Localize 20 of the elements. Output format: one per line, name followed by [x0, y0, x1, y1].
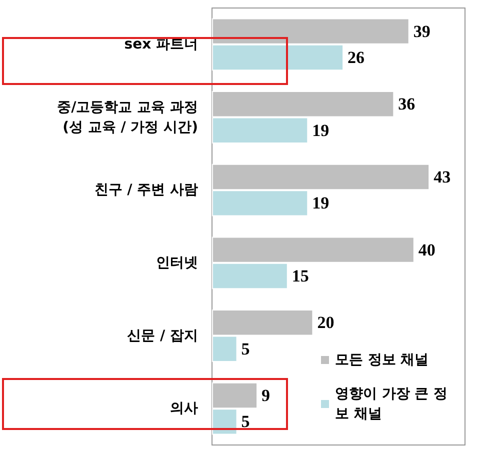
legend-label: 영향이 가장 큰 정보 채널 — [335, 386, 448, 422]
data-label: 15 — [292, 266, 309, 286]
data-label: 19 — [312, 120, 330, 140]
data-label: 20 — [317, 313, 334, 332]
data-label: 5 — [241, 339, 250, 358]
data-label: 43 — [434, 167, 451, 186]
y-tick-label: 친구 / 주변 사람 — [94, 182, 198, 198]
data-label: 9 — [262, 386, 270, 405]
data-label: 39 — [413, 22, 430, 41]
data-label: 5 — [241, 412, 250, 432]
y-tick-label: sex 파트너 — [124, 36, 198, 52]
data-label: 26 — [348, 48, 365, 68]
data-label: 36 — [398, 94, 416, 114]
y-tick-label: 신문 / 잡지 — [127, 328, 198, 344]
y-tick-label: 의사 — [170, 400, 198, 417]
y-tick-label: 중/고등학교 교육 과정 (성 교육 / 가정 시간) — [57, 99, 198, 136]
y-tick-label: 인터넷 — [156, 254, 198, 271]
legend-label: 모든 정보 채널 — [335, 352, 429, 368]
data-label: 19 — [312, 194, 330, 213]
data-label: 40 — [418, 240, 436, 260]
